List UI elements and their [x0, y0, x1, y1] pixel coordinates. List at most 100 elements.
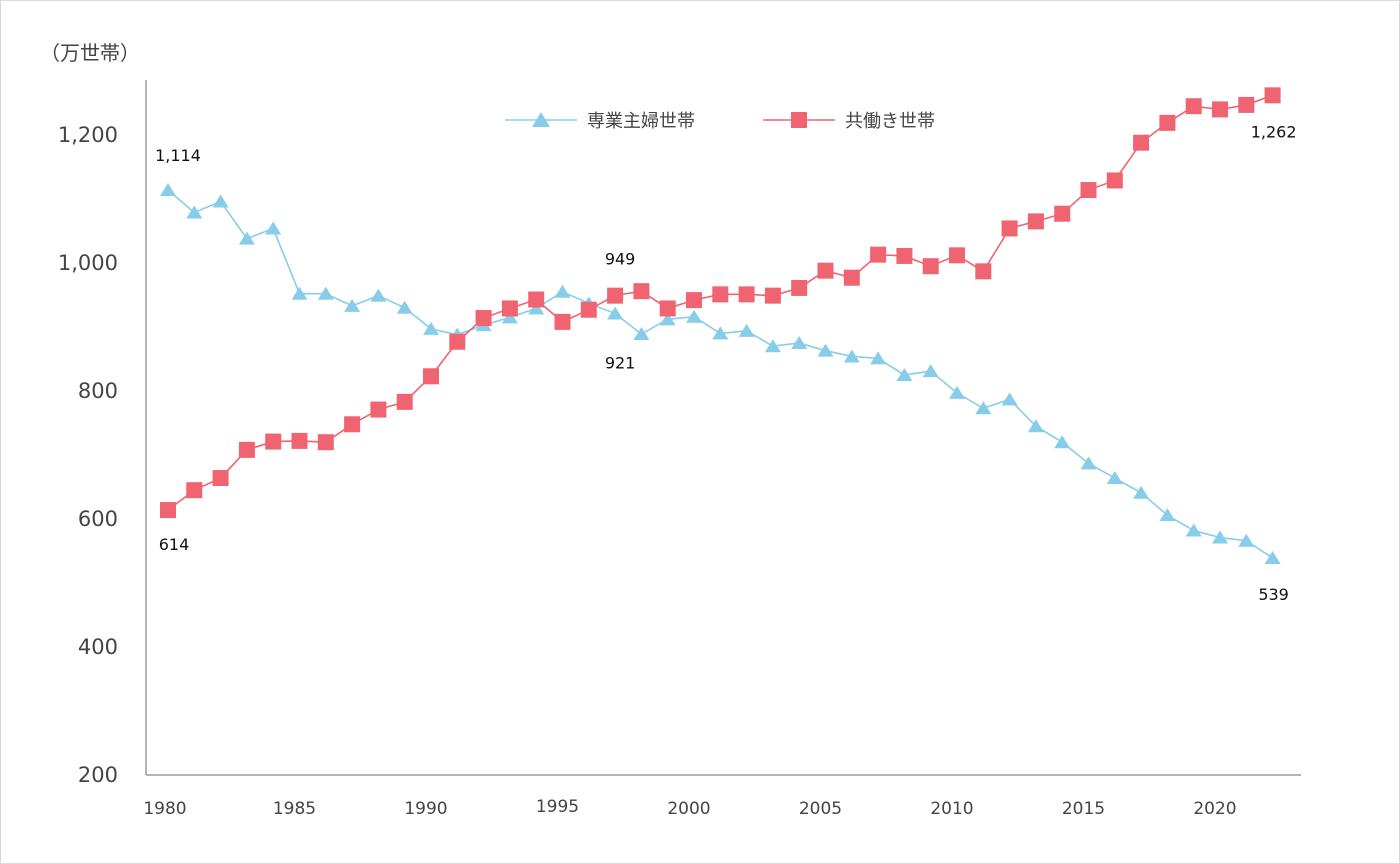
data-point-square	[712, 286, 729, 303]
data-point-square	[265, 433, 282, 450]
data-point-square	[791, 279, 808, 296]
data-point-triangle	[1264, 551, 1281, 565]
data-point-triangle	[396, 300, 413, 314]
data-point-triangle	[633, 327, 650, 341]
data-point-triangle	[949, 385, 965, 399]
data-point-square	[317, 434, 334, 451]
data-point-triangle	[344, 298, 361, 312]
legend-marker-square	[791, 112, 807, 128]
data-point-square	[344, 416, 361, 433]
data-label: 949	[605, 250, 636, 269]
data-point-triangle	[528, 301, 545, 315]
data-point-square	[1106, 172, 1123, 189]
data-point-square	[1159, 114, 1176, 131]
data-point-triangle	[1185, 523, 1202, 537]
data-point-triangle	[1238, 533, 1255, 547]
data-point-square	[738, 286, 755, 303]
data-point-square	[291, 432, 308, 449]
legend: 専業主婦世帯 共働き世帯	[505, 111, 935, 132]
data-point-square	[186, 482, 203, 499]
data-point-triangle	[423, 321, 439, 335]
data-point-square	[528, 291, 545, 308]
data-point-square	[1001, 220, 1018, 237]
x-tick-label: 2005	[799, 799, 842, 819]
data-point-triangle	[160, 183, 176, 197]
data-point-square	[501, 300, 518, 317]
data-point-triangle	[843, 349, 860, 363]
legend-item: 専業主婦世帯	[505, 111, 695, 132]
data-point-square	[554, 313, 571, 330]
data-point-triangle	[764, 339, 781, 353]
y-unit-label: （万世帯）	[40, 41, 140, 65]
series-housewife	[160, 183, 1281, 565]
data-point-triangle	[501, 310, 518, 324]
data-label: 614	[159, 535, 190, 554]
data-point-triangle	[896, 368, 913, 381]
data-point-square	[922, 258, 939, 275]
x-tick-label: 2010	[930, 799, 973, 819]
data-point-triangle	[975, 401, 992, 415]
data-point-square	[1185, 98, 1202, 115]
data-point-triangle	[554, 284, 571, 298]
data-point-triangle	[1001, 392, 1018, 406]
data-point-square	[817, 262, 834, 279]
data-point-triangle	[712, 326, 729, 340]
x-tick-label: 1980	[143, 799, 186, 819]
y-tick-label: 400	[78, 635, 118, 659]
data-point-square	[1027, 213, 1044, 230]
data-point-square	[423, 368, 439, 385]
data-point-triangle	[607, 306, 624, 320]
legend-marker-triangle	[532, 112, 550, 127]
data-point-triangle	[1106, 471, 1123, 485]
data-point-triangle	[870, 351, 887, 365]
data-point-square	[764, 287, 781, 304]
x-tick-label: 1985	[273, 799, 316, 819]
data-point-triangle	[1212, 530, 1228, 544]
series-line	[167, 189, 1274, 559]
y-tick-label: 1,200	[58, 123, 118, 147]
data-point-triangle	[659, 312, 676, 326]
data-point-triangle	[1080, 456, 1097, 470]
data-point-square	[1238, 96, 1255, 113]
data-label: 1,114	[155, 146, 201, 165]
data-label: 539	[1258, 585, 1289, 604]
data-point-triangle	[1027, 419, 1044, 433]
data-point-square	[896, 247, 913, 264]
data-point-square	[238, 441, 255, 458]
data-point-square	[975, 263, 992, 280]
x-tick-label: 1995	[536, 797, 579, 817]
data-point-triangle	[738, 323, 755, 337]
data-point-square	[949, 247, 965, 264]
data-point-triangle	[1133, 485, 1150, 499]
data-point-triangle	[265, 221, 282, 235]
data-point-square	[1212, 101, 1228, 118]
data-point-square	[607, 287, 624, 304]
legend-label: 共働き世帯	[845, 111, 935, 132]
data-point-square	[659, 300, 676, 317]
data-point-square	[1264, 87, 1281, 104]
data-point-square	[1133, 134, 1150, 151]
data-point-triangle	[817, 343, 834, 357]
x-tick-label: 2015	[1062, 799, 1105, 819]
data-point-square	[449, 333, 466, 350]
data-point-square	[396, 393, 413, 410]
data-point-square	[160, 502, 176, 519]
data-point-triangle	[291, 286, 308, 300]
data-point-square	[686, 292, 702, 309]
data-label: 1,262	[1251, 122, 1297, 141]
data-point-triangle	[370, 288, 387, 302]
x-tick-labels: 1980 1985 1990 1995 2000 2005 2010 2015 2020	[143, 797, 1236, 819]
data-point-triangle	[238, 231, 255, 245]
series-group	[160, 87, 1281, 565]
data-point-square	[1054, 205, 1071, 222]
y-tick-label: 800	[78, 379, 118, 403]
data-labels: 1,114 614 949 921 1,262 539	[155, 122, 1296, 604]
y-tick-label: 1,000	[58, 251, 118, 275]
data-point-square	[580, 301, 597, 318]
y-tick-label: 600	[78, 507, 118, 531]
y-tick-labels: 200 400 600 800 1,000 1,200	[58, 123, 118, 787]
legend-label: 専業主婦世帯	[587, 111, 695, 132]
data-point-square	[475, 310, 492, 327]
y-tick-label: 200	[78, 763, 118, 787]
